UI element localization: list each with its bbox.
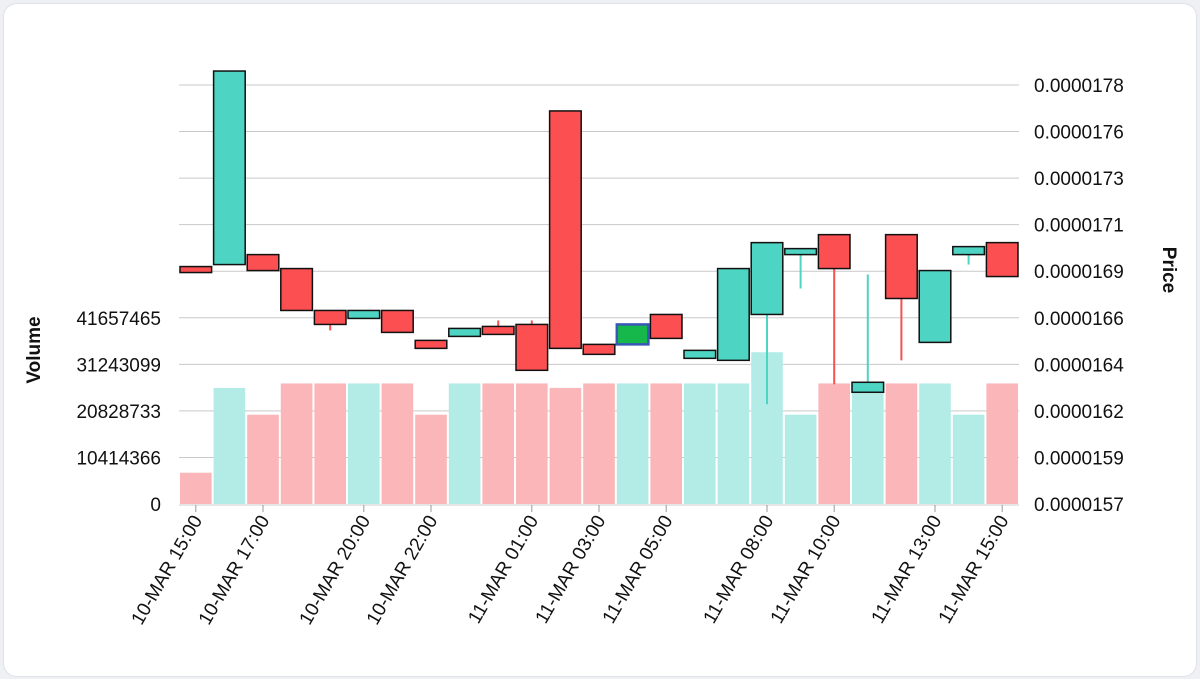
x-tick-label: 10-MAR 15:00: [128, 512, 207, 629]
candle-body: [179, 265, 213, 274]
candle-body: [884, 233, 918, 300]
candle-body: [548, 110, 582, 350]
x-tick-label: 11-MAR 10:00: [767, 512, 846, 627]
x-tick-label: 10-MAR 22:00: [363, 512, 442, 629]
volume-bar: [247, 414, 279, 504]
candle-body: [414, 339, 448, 350]
candle-body: [515, 323, 549, 372]
candle-body: [784, 247, 818, 256]
volume-bar: [516, 383, 548, 504]
volume-bar: [583, 383, 615, 504]
volume-tick-label: 10414366: [76, 449, 161, 470]
candle-body: [985, 241, 1019, 278]
price-tick-label: 0.0000166: [1034, 309, 1124, 330]
volume-bar: [818, 383, 850, 504]
x-tick-label: 11-MAR 08:00: [700, 512, 779, 627]
price-axis-title: Price: [1158, 247, 1179, 293]
volume-bar: [986, 383, 1018, 504]
candle-body: [952, 245, 986, 256]
volume-bar: [650, 383, 682, 504]
candle-body: [817, 233, 851, 270]
volume-bars: [180, 352, 1018, 504]
candle-body: [347, 309, 381, 320]
volume-bar: [952, 414, 985, 504]
volume-bar: [616, 383, 649, 504]
price-tick-label: 0.0000173: [1034, 169, 1124, 190]
candle-body: [246, 253, 280, 272]
x-tick-label: 11-MAR 01:00: [464, 512, 543, 627]
candle-body: [380, 309, 414, 334]
price-tick-label: 0.0000164: [1034, 355, 1124, 376]
candle-body: [716, 267, 750, 362]
price-tick-label: 0.0000169: [1034, 262, 1124, 283]
candle-body: [582, 343, 616, 356]
volume-bar: [784, 414, 817, 504]
price-tick-label: 0.0000159: [1034, 448, 1124, 469]
volume-bar: [717, 383, 750, 504]
volume-bar: [885, 383, 918, 504]
candle-body: [481, 325, 515, 336]
x-tick-label: 11-MAR 13:00: [868, 512, 947, 627]
candle-body: [448, 327, 482, 338]
volume-bar: [348, 383, 380, 504]
candle-body: [851, 381, 885, 394]
volume-bar: [684, 383, 716, 504]
volume-bar: [549, 387, 582, 504]
volume-bar: [213, 387, 246, 504]
price-tick-label: 0.0000178: [1034, 76, 1124, 97]
highlighted-candle: [615, 323, 650, 346]
candle-body: [313, 309, 347, 326]
candle-body: [649, 313, 683, 340]
price-tick-label: 0.0000157: [1034, 495, 1124, 516]
candle-body: [683, 349, 717, 360]
volume-bar: [381, 383, 414, 504]
chart-card: [3, 3, 1197, 677]
volume-bar: [180, 472, 212, 504]
x-tick-label: 11-MAR 03:00: [532, 512, 611, 627]
volume-bar: [314, 383, 346, 504]
volume-bar: [448, 383, 481, 504]
volume-tick-label: 41657465: [76, 309, 161, 330]
x-tick-label: 11-MAR 05:00: [599, 512, 678, 627]
price-candles: [179, 70, 1019, 405]
volume-axis-title: Volume: [24, 316, 45, 383]
x-tick-label: 10-MAR 17:00: [195, 512, 274, 629]
candle-body: [918, 269, 952, 344]
candle-body: [280, 267, 314, 312]
price-tick-label: 0.0000171: [1034, 216, 1124, 237]
volume-tick-label: 0: [150, 495, 161, 516]
volume-tick-label: 31243099: [76, 356, 161, 377]
volume-bar: [280, 383, 313, 504]
candle-body: [212, 70, 246, 266]
volume-bar: [852, 383, 884, 504]
volume-tick-label: 20828733: [76, 402, 161, 423]
price-tick-label: 0.0000176: [1034, 123, 1124, 144]
volume-bar: [919, 383, 951, 504]
volume-bar: [415, 414, 447, 504]
x-tick-label: 11-MAR 15:00: [935, 512, 1014, 627]
price-tick-label: 0.0000162: [1034, 402, 1124, 423]
candle-body: [750, 241, 784, 316]
volume-bar: [482, 383, 514, 504]
x-tick-label: 10-MAR 20:00: [296, 512, 375, 629]
